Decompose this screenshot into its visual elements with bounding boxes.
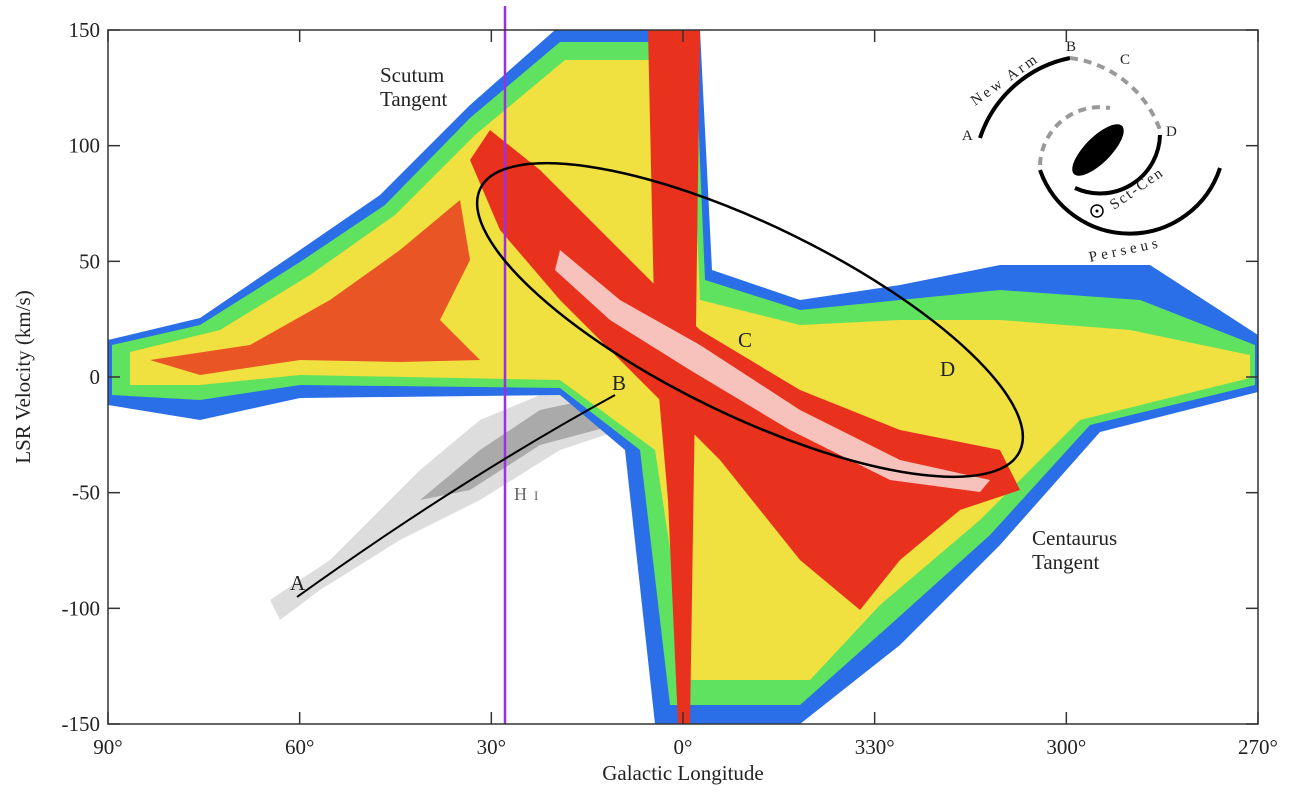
arm <box>1069 56 1162 131</box>
x-tick-label: 300° <box>1046 735 1086 759</box>
y-tick-label: -50 <box>72 481 100 505</box>
ring-ellipse <box>475 161 1025 479</box>
x-tick-label: 90° <box>93 735 122 759</box>
arm <box>1038 105 1111 166</box>
arm <box>978 56 1071 139</box>
annotation: Tangent <box>380 87 448 111</box>
annotation: Tangent <box>1032 550 1100 574</box>
x-tick-label: 270° <box>1238 735 1278 759</box>
y-tick-label: -100 <box>62 596 101 620</box>
annotation: I <box>534 488 538 503</box>
x-tick-label: 30° <box>477 735 506 759</box>
y-tick-label: 100 <box>69 134 101 158</box>
x-axis-label: Galactic Longitude <box>602 761 764 785</box>
annotation: B <box>612 371 626 395</box>
inset-label: A <box>962 128 973 144</box>
annotation: D <box>940 357 955 381</box>
y-axis-label: LSR Velocity (km/s) <box>11 290 35 463</box>
arm <box>1074 134 1162 196</box>
y-tick-label: -150 <box>62 712 101 736</box>
inset-label: B <box>1066 39 1076 55</box>
annotation: Centaurus <box>1032 526 1117 550</box>
sun <box>1090 204 1104 218</box>
annotation: A <box>290 571 306 595</box>
y-tick-label: 50 <box>79 249 100 273</box>
emission <box>108 30 1258 724</box>
inset-label: New Arm <box>968 50 1043 109</box>
x-tick-label: 60° <box>285 735 314 759</box>
new-arm-line <box>296 394 616 598</box>
hi-core <box>420 395 615 500</box>
emission-red <box>470 130 1020 610</box>
inset-label: Sct-Cen <box>1107 164 1167 213</box>
annotation: H <box>514 484 527 504</box>
x-tick-label: 0° <box>674 735 693 759</box>
arm <box>1038 167 1222 236</box>
y-tick-label: 0 <box>90 365 101 389</box>
inset: New Arm A B C D Sct-Cen Perseus <box>962 39 1222 266</box>
x-tick-label: 330° <box>855 735 895 759</box>
emission-red-left <box>150 200 480 375</box>
inset-label: D <box>1166 124 1177 140</box>
bar <box>1072 124 1124 176</box>
inset-label: Perseus <box>1088 235 1164 266</box>
sun <box>1095 209 1099 213</box>
annotation: Scutum <box>380 63 444 87</box>
annotation: C <box>738 328 752 352</box>
inset-label: C <box>1120 52 1130 68</box>
y-tick-label: 150 <box>69 18 101 42</box>
emission-spike <box>648 30 700 724</box>
